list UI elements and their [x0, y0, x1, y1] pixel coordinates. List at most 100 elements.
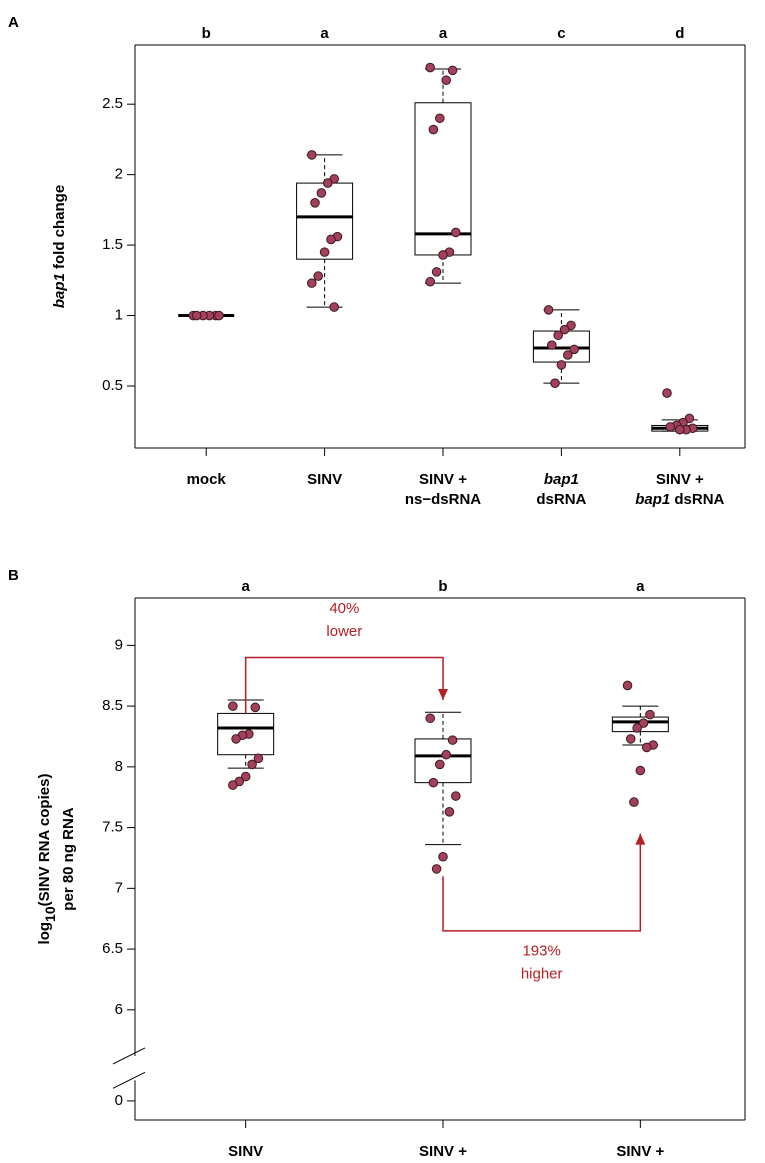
data-point	[444, 807, 455, 817]
axis-break	[112, 1071, 146, 1089]
box	[414, 102, 472, 256]
annotation-text: 40%	[329, 600, 359, 617]
data-point	[675, 424, 685, 435]
data-point	[625, 734, 636, 744]
x-tick-label: SINV +	[656, 471, 704, 488]
significance-letter: b	[438, 578, 447, 595]
data-point	[641, 742, 652, 753]
data-point	[428, 124, 439, 135]
significance-letter: c	[557, 25, 565, 42]
data-point	[662, 388, 672, 398]
y-tick-label: 8.5	[102, 697, 123, 714]
data-point	[425, 713, 436, 724]
y-tick-label: 6	[115, 1001, 123, 1018]
y-axis-label-part: log	[36, 922, 53, 945]
data-point	[569, 344, 580, 355]
data-point	[425, 62, 436, 73]
significance-letter: a	[241, 578, 250, 595]
arrow-head	[438, 689, 448, 701]
data-point	[553, 330, 564, 341]
data-point	[326, 234, 336, 245]
box	[217, 712, 275, 756]
y-axis-label-part: (SINV RNA copies)	[36, 774, 53, 907]
data-point	[428, 777, 439, 788]
data-point	[431, 267, 442, 277]
y-tick-label: 7.5	[102, 819, 123, 836]
data-point	[435, 759, 445, 770]
y-tick-label: 8	[115, 758, 123, 775]
data-point	[438, 250, 448, 260]
data-point	[310, 198, 320, 208]
x-tick-label: bap1	[544, 471, 579, 488]
annotation-arrow	[244, 656, 444, 714]
annotation-arrow	[442, 833, 642, 932]
data-point	[632, 723, 642, 733]
data-point	[438, 851, 448, 862]
y-axis-label-line: per 80 ng RNA	[60, 807, 77, 911]
annotation-text: 193%	[522, 942, 560, 959]
box	[414, 738, 472, 784]
data-point	[622, 680, 633, 691]
y-tick-label: 2.5	[102, 95, 123, 112]
data-point	[638, 718, 649, 728]
x-tick-label: SINV	[307, 471, 342, 488]
data-point	[214, 310, 224, 321]
y-axis-label: bap1 fold change	[51, 185, 68, 308]
data-point	[629, 797, 639, 807]
significance-letter: d	[675, 25, 684, 42]
data-point	[307, 150, 317, 160]
data-point	[441, 75, 452, 86]
data-point	[323, 178, 333, 188]
data-point	[253, 753, 264, 764]
data-point	[228, 780, 238, 790]
data-point	[563, 350, 573, 360]
data-point	[329, 302, 340, 312]
data-point	[550, 378, 560, 388]
x-tick-label: SINV +	[419, 471, 467, 488]
data-point	[447, 65, 458, 76]
data-point	[451, 227, 461, 238]
x-tick-label: SINV	[228, 1143, 263, 1160]
data-point	[543, 305, 554, 315]
y-tick-label: 1.5	[102, 236, 123, 253]
data-point	[425, 276, 436, 287]
data-point	[250, 702, 261, 713]
data-point	[247, 759, 257, 770]
y-axis-label-part: 10	[42, 906, 58, 922]
data-point	[191, 310, 202, 321]
y-tick-label: 6.5	[102, 940, 123, 957]
significance-letter: a	[636, 578, 645, 595]
data-point	[635, 765, 646, 776]
significance-letter: a	[320, 25, 329, 42]
axis-break	[112, 1047, 146, 1065]
y-tick-label: 7	[115, 879, 123, 896]
arrow-head	[635, 833, 646, 845]
y-tick-label: 1	[115, 307, 123, 324]
x-tick-label: mock	[187, 471, 227, 488]
x-tick-label: dsRNA	[536, 491, 586, 508]
data-point	[556, 360, 567, 370]
data-point	[228, 701, 238, 711]
significance-letter: b	[202, 25, 211, 42]
x-tick-label: SINV +	[419, 1143, 467, 1160]
data-point	[559, 324, 570, 335]
data-point	[307, 278, 317, 288]
data-point	[313, 271, 324, 281]
data-point	[431, 864, 442, 874]
data-point	[451, 791, 461, 801]
data-point	[547, 340, 557, 350]
x-tick-label: SINV +	[616, 1143, 664, 1160]
data-point	[441, 749, 452, 760]
y-tick-label: 9	[115, 636, 123, 653]
x-tick-label: bap1 dsRNA	[635, 491, 724, 508]
y-tick-label: 0	[115, 1092, 123, 1109]
annotation-text: higher	[521, 965, 563, 982]
y-tick-label: 0.5	[102, 377, 123, 394]
data-point	[447, 735, 458, 745]
data-point	[435, 113, 445, 124]
data-point	[665, 422, 676, 432]
y-axis-label: log10(SINV RNA copies)	[36, 774, 58, 945]
y-tick-label: 2	[115, 166, 123, 183]
panel-label: A	[8, 14, 19, 31]
